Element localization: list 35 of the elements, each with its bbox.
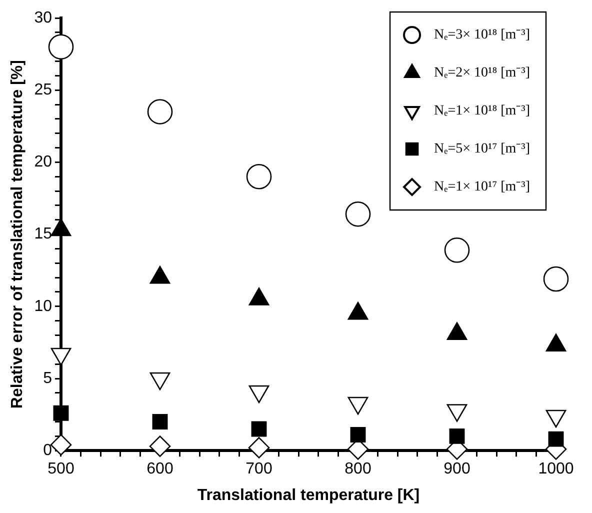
- point: [251, 421, 267, 437]
- point: [449, 428, 465, 444]
- point: [48, 34, 74, 60]
- x-axis-title: Translational temperature [K]: [197, 486, 420, 504]
- y-axis-title: Relative error of translational temperature [%]: [9, 60, 26, 409]
- point: [53, 405, 69, 421]
- x-tick-label: 800: [344, 460, 372, 478]
- x-tick-label: 600: [146, 460, 174, 478]
- y-tick-label: 0: [43, 442, 52, 460]
- point: [149, 436, 171, 457]
- y-tick-label: 25: [34, 82, 52, 99]
- legend-label: Nₑ=2× 10¹⁸ [m⁻³]: [434, 66, 530, 81]
- y-tick-label: 30: [34, 9, 52, 26]
- point: [350, 427, 366, 442]
- point: [50, 434, 72, 456]
- point: [548, 431, 564, 447]
- point: [444, 238, 470, 263]
- point: [246, 164, 272, 190]
- x-tick-label: 700: [246, 460, 272, 478]
- x-tick-label: 900: [444, 460, 470, 478]
- point: [248, 437, 270, 458]
- point: [345, 201, 371, 227]
- point: [147, 99, 173, 124]
- legend-label: Nₑ=3× 10¹⁸ [m⁻³]: [434, 28, 530, 43]
- legend-label: Nₑ=5× 10¹⁷ [m⁻³]: [434, 142, 530, 157]
- legend-label: Nₑ=1× 10¹⁸ [m⁻³]: [434, 104, 530, 119]
- point: [152, 414, 168, 430]
- y-tick-label: 20: [34, 154, 52, 171]
- x-tick-label: 500: [48, 460, 74, 478]
- y-tick-label: 5: [43, 370, 52, 387]
- legend-label: Nₑ=1× 10¹⁷ [m⁻³]: [434, 180, 530, 195]
- y-tick-label: 10: [34, 298, 52, 315]
- y-tick-label: 15: [34, 226, 52, 243]
- x-tick-label: 1000: [538, 460, 574, 478]
- point: [543, 266, 569, 292]
